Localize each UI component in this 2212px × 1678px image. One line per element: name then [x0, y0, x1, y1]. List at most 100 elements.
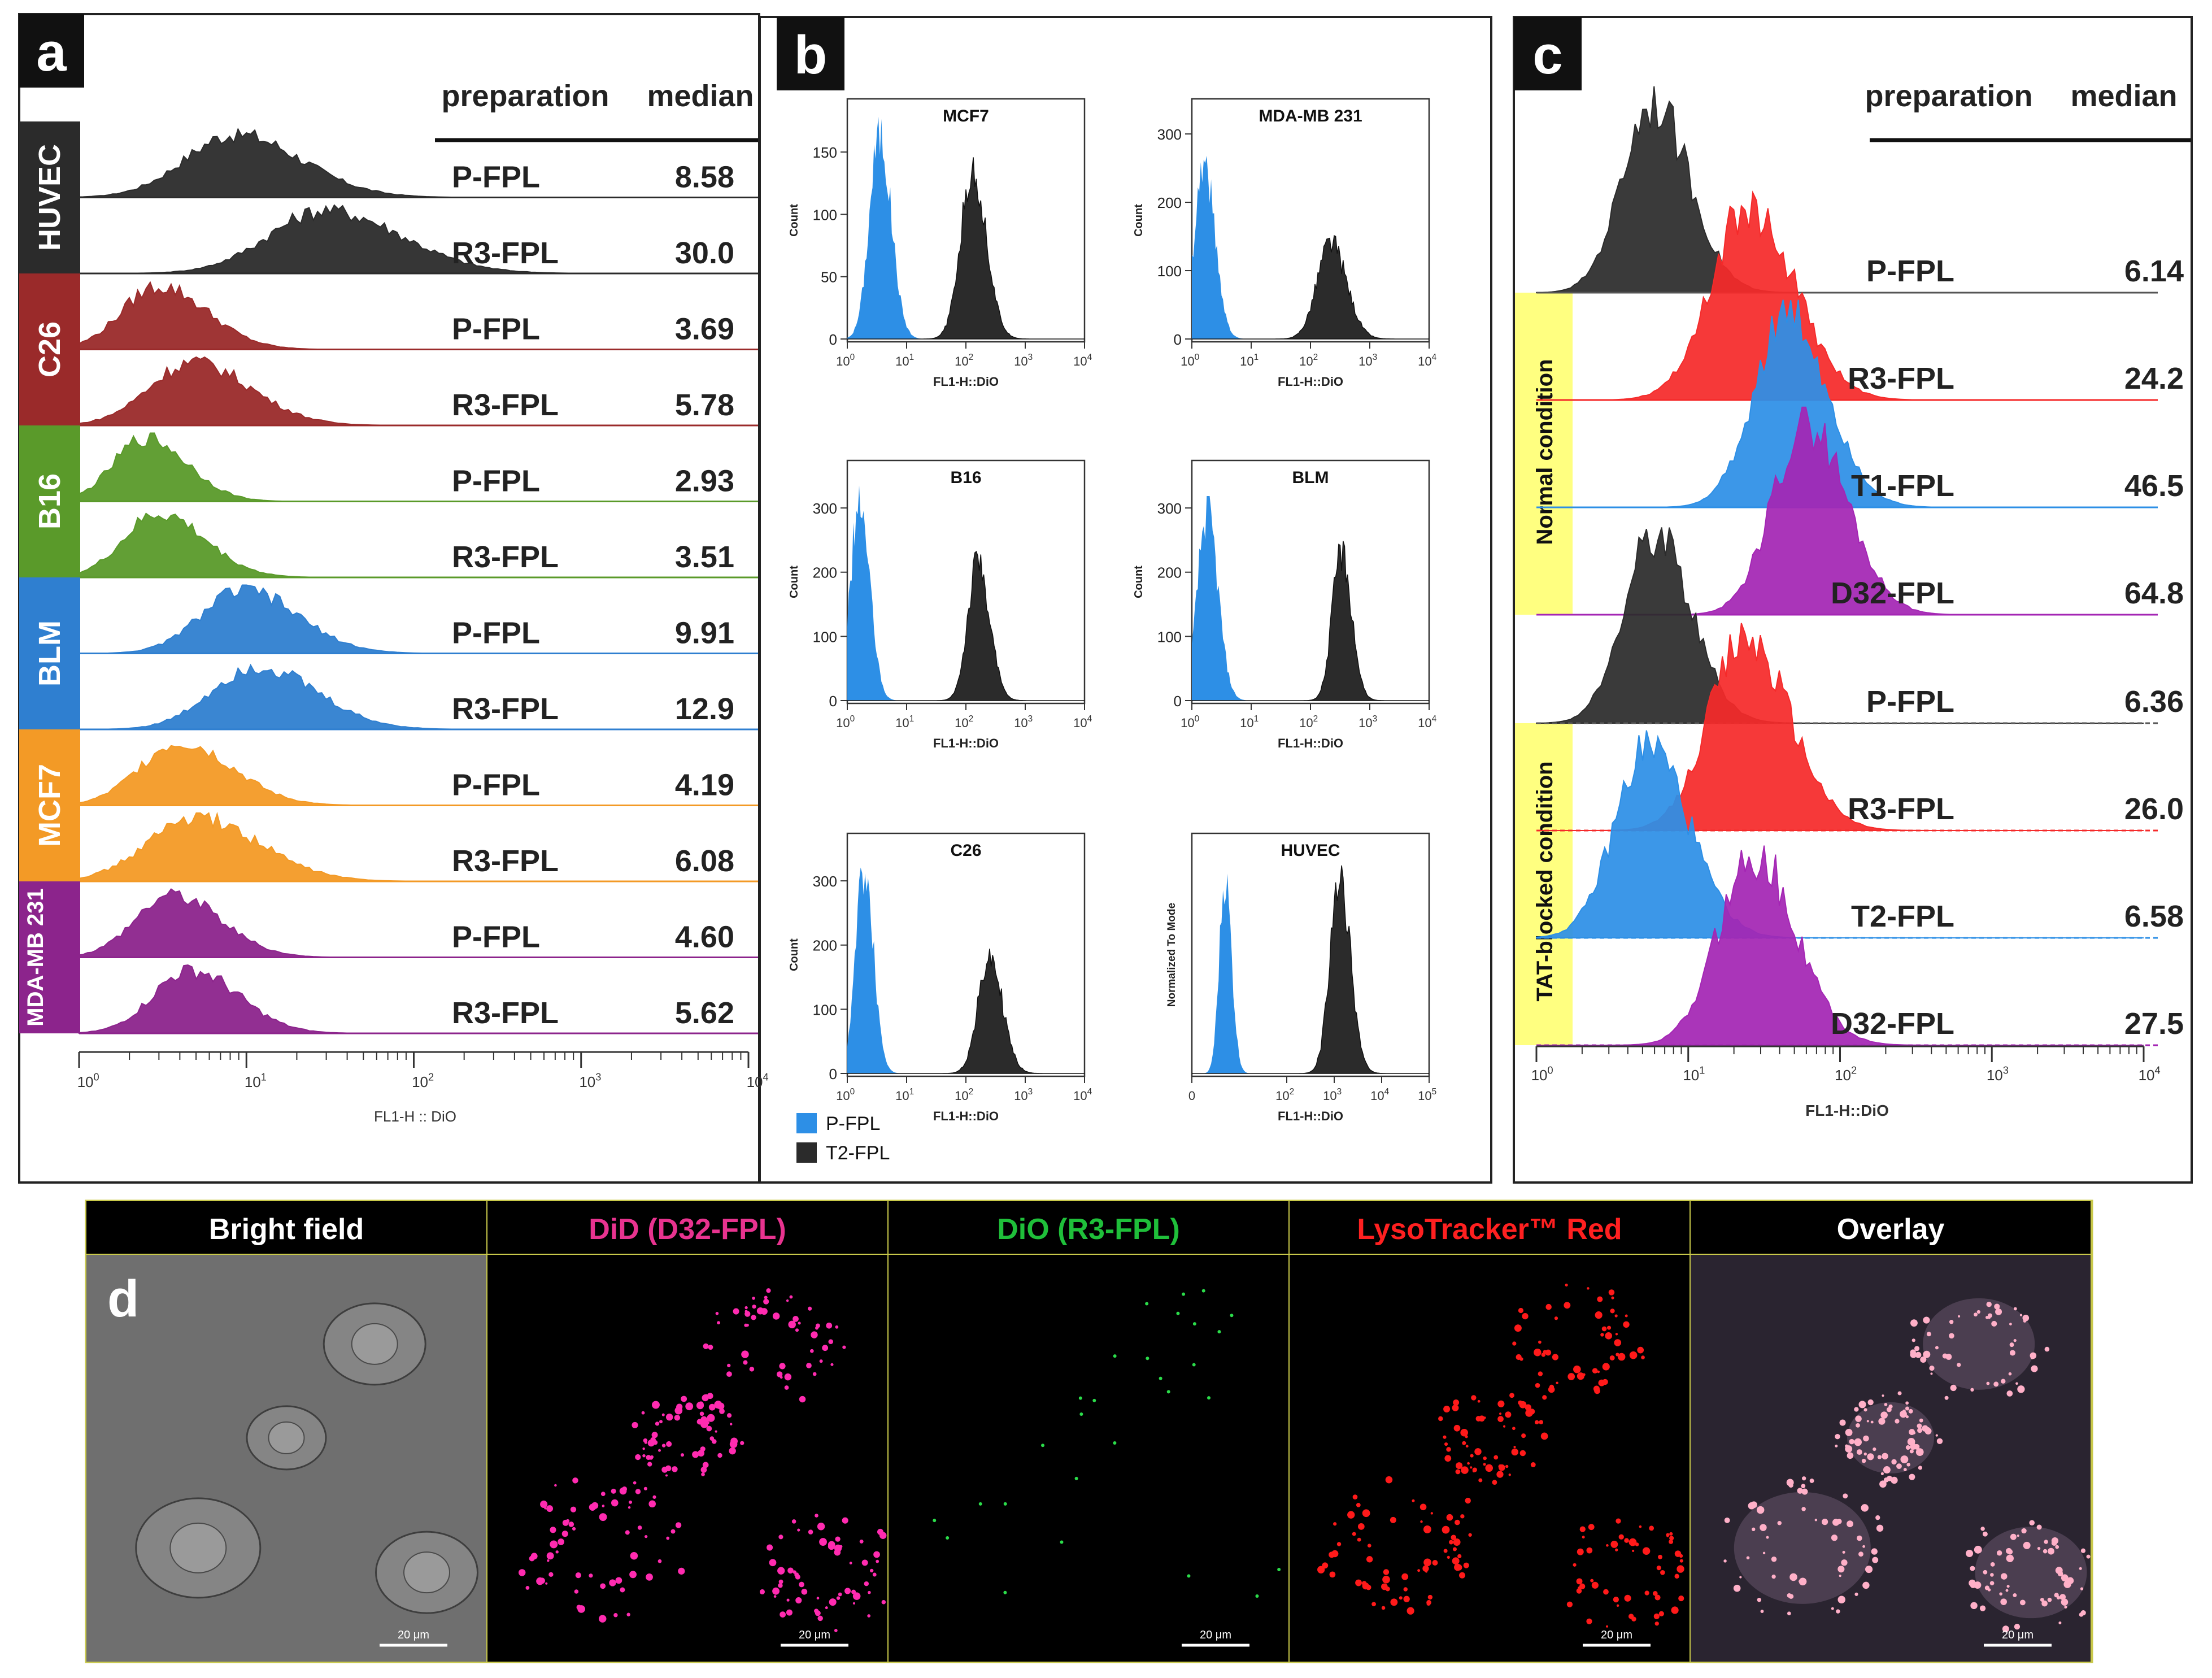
histogram-p-fpl	[847, 485, 1085, 701]
fluorescent-spot	[1446, 1447, 1451, 1452]
fluorescent-spot	[1467, 1462, 1470, 1465]
fluorescent-spot	[868, 1590, 871, 1594]
x-tick-label: 102	[955, 1087, 973, 1103]
fluorescent-spot	[665, 1474, 668, 1477]
group-label-box	[19, 577, 80, 729]
x-tick-label: 103	[1014, 714, 1033, 730]
x-tick-label: 100	[1181, 714, 1199, 730]
x-tick-base: 10	[1418, 716, 1431, 730]
fluorescent-spot	[1497, 1400, 1505, 1407]
fluorescent-spot	[2054, 1593, 2059, 1598]
fluorescent-spot	[1637, 1346, 1644, 1354]
preparation-label: R3-FPL	[452, 236, 559, 270]
fluorescent-spot	[1888, 1404, 1893, 1409]
fluorescent-spot	[2019, 1314, 2023, 1316]
fluorescent-spot	[1616, 1604, 1619, 1607]
fluorescent-spot	[1594, 1388, 1600, 1394]
x-tick-label: 102	[955, 353, 973, 368]
fluorescent-spot	[1176, 1311, 1180, 1315]
x-axis-title: FL1-H::DiO	[1805, 1102, 1889, 1119]
fluorescent-spot	[1723, 1559, 1727, 1563]
fluorescent-spot	[1841, 1559, 1848, 1566]
fluorescent-spot	[1465, 1497, 1471, 1504]
x-tick-exp: 3	[595, 1071, 601, 1083]
fluorescent-spot	[1549, 1384, 1555, 1390]
fluorescent-spot	[1831, 1607, 1834, 1610]
fluorescent-spot	[1867, 1453, 1874, 1460]
x-tick-label: 101	[895, 714, 914, 730]
fluorescent-spot	[1920, 1356, 1927, 1363]
x-tick-label: 102	[955, 714, 973, 730]
fluorescent-spot	[744, 1323, 748, 1327]
fluorescent-spot	[1592, 1368, 1598, 1373]
fluorescent-spot	[666, 1536, 670, 1540]
fluorescent-spot	[852, 1602, 856, 1605]
fluorescent-spot	[814, 1609, 819, 1614]
fluorescent-spot	[2080, 1548, 2086, 1553]
fluorescent-spot	[719, 1408, 725, 1414]
fluorescent-spot	[1849, 1438, 1854, 1445]
fluorescent-spot	[1541, 1353, 1546, 1357]
preparation-label: P-FPL	[452, 616, 540, 650]
histogram-t2-fpl	[847, 550, 1085, 701]
fluorescent-spot	[1900, 1410, 1907, 1418]
fluorescent-spot	[1905, 1415, 1909, 1419]
fluorescent-spot	[518, 1569, 526, 1576]
y-tick-label: 300	[813, 500, 837, 517]
fluorescent-spot	[1863, 1452, 1867, 1456]
fluorescent-spot	[1837, 1566, 1845, 1573]
fluorescent-spot	[1614, 1339, 1622, 1346]
y-tick-label: 300	[1157, 500, 1182, 517]
fluorescent-spot	[1641, 1355, 1645, 1359]
preparation-label: R3-FPL	[452, 692, 559, 726]
fluorescent-spot	[727, 1363, 731, 1368]
preparation-label: R3-FPL	[1848, 362, 1954, 395]
fluorescent-spot	[591, 1502, 599, 1509]
x-tick-base: 10	[1323, 1089, 1336, 1103]
x-tick-exp: 0	[1547, 1064, 1553, 1076]
fluorescent-spot	[1861, 1504, 1869, 1512]
fluorescent-spot	[700, 1416, 707, 1423]
fluorescent-spot	[1519, 1450, 1526, 1457]
median-value: 6.36	[2124, 685, 2184, 719]
fluorescent-spot	[1217, 1330, 1221, 1334]
fluorescent-spot	[835, 1536, 841, 1542]
fluorescent-spot	[2023, 1541, 2031, 1549]
fluorescent-spot	[791, 1519, 796, 1524]
group-label-box	[19, 121, 80, 273]
preparation-label: R3-FPL	[1848, 792, 1954, 826]
fluorescent-spot	[572, 1527, 576, 1531]
x-tick-base: 10	[1181, 354, 1194, 368]
fluorescent-spot	[752, 1297, 755, 1300]
fluorescent-spot	[834, 1549, 841, 1556]
median-value: 4.60	[675, 920, 734, 954]
fluorescent-spot	[561, 1531, 568, 1537]
group-label: MCF7	[33, 764, 67, 847]
panel-b-frame	[759, 16, 1492, 1184]
fluorescent-spot	[793, 1570, 796, 1574]
y-tick-label: 100	[1157, 628, 1182, 645]
fluorescent-spot	[798, 1321, 801, 1325]
fluorescent-spot	[795, 1328, 799, 1332]
fluorescent-spot	[1760, 1524, 1767, 1531]
x-tick-exp: 1	[909, 1087, 915, 1097]
fluorescent-spot	[1897, 1391, 1902, 1396]
fluorescent-spot	[628, 1500, 633, 1504]
fluorescent-spot	[1539, 1420, 1544, 1425]
x-tick-base: 10	[1418, 354, 1431, 368]
fluorescent-spot	[1538, 1371, 1543, 1376]
fluorescent-spot	[872, 1572, 877, 1577]
col-header-preparation: preparation	[1865, 79, 2032, 113]
fluorescent-spot	[2058, 1621, 2062, 1624]
fluorescent-spot	[1459, 1572, 1466, 1579]
y-tick-label: 0	[829, 331, 837, 348]
fluorescent-spot	[1669, 1539, 1674, 1544]
y-tick-label: 0	[1174, 693, 1182, 710]
fluorescent-spot	[1666, 1533, 1670, 1537]
y-tick-label: 200	[813, 937, 837, 954]
fluorescent-spot	[1658, 1554, 1662, 1559]
fluorescent-spot	[807, 1306, 812, 1311]
fluorescent-spot	[1419, 1503, 1427, 1511]
fluorescent-spot	[1041, 1444, 1045, 1447]
fluorescent-spot	[795, 1597, 802, 1604]
